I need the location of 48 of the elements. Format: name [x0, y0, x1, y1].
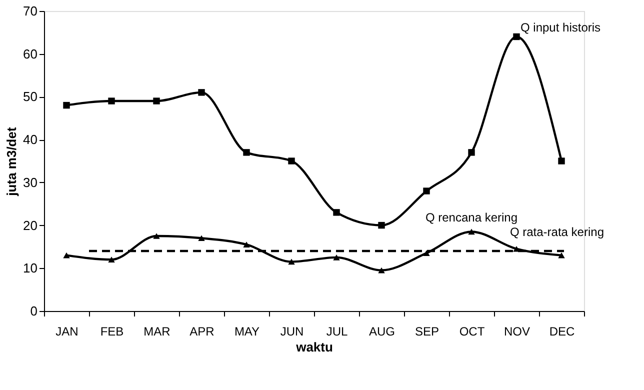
- point: [153, 98, 160, 104]
- point: [153, 233, 160, 239]
- x-tick-label: FEB: [100, 324, 124, 338]
- point: [198, 89, 205, 96]
- point: [423, 188, 430, 194]
- x-tick-label: JUL: [326, 324, 348, 338]
- x-tick-label: OCT: [459, 324, 486, 338]
- point: [423, 250, 430, 256]
- series-label: Q rencana kering: [425, 210, 518, 225]
- y-tick-label: 60: [23, 46, 38, 62]
- y-axis-title: juta m3/det: [4, 126, 20, 197]
- y-tick-label: 0: [30, 304, 38, 318]
- y-tick-label: 40: [23, 132, 38, 148]
- point: [558, 252, 565, 258]
- point: [333, 254, 340, 260]
- point: [243, 149, 250, 156]
- x-tick-label: JUN: [280, 324, 304, 338]
- point: [198, 235, 205, 242]
- y-tick-label: 50: [23, 89, 38, 104]
- point: [378, 222, 385, 229]
- x-tick-label: JAN: [56, 324, 78, 338]
- x-tick-label: MAY: [234, 324, 260, 338]
- x-tick-label: MAR: [144, 324, 171, 338]
- x-tick-label: DEC: [549, 324, 575, 338]
- point: [513, 33, 520, 40]
- y-tick-label: 30: [23, 174, 38, 190]
- point: [333, 209, 340, 216]
- x-tick-label: APR: [190, 324, 215, 338]
- point: [378, 267, 385, 274]
- point: [108, 256, 115, 262]
- point: [288, 158, 295, 164]
- series-label: Q input historis: [520, 20, 601, 35]
- y-tick-label: 70: [23, 4, 38, 18]
- ref-line-label: Q rata-rata kering: [510, 225, 604, 239]
- x-axis-title: waktu: [295, 340, 333, 354]
- point: [243, 242, 250, 248]
- point: [63, 102, 70, 109]
- y-tick-label: 20: [23, 218, 38, 233]
- point: [468, 228, 475, 235]
- x-tick-label: AUG: [368, 324, 396, 338]
- x-tick-label: SEP: [414, 324, 440, 338]
- point: [63, 252, 70, 258]
- x-tick-label: NOV: [504, 324, 530, 338]
- y-tick-label: 10: [23, 260, 38, 276]
- point: [468, 149, 475, 156]
- point: [108, 98, 115, 104]
- point: [558, 158, 565, 164]
- point: [288, 258, 295, 265]
